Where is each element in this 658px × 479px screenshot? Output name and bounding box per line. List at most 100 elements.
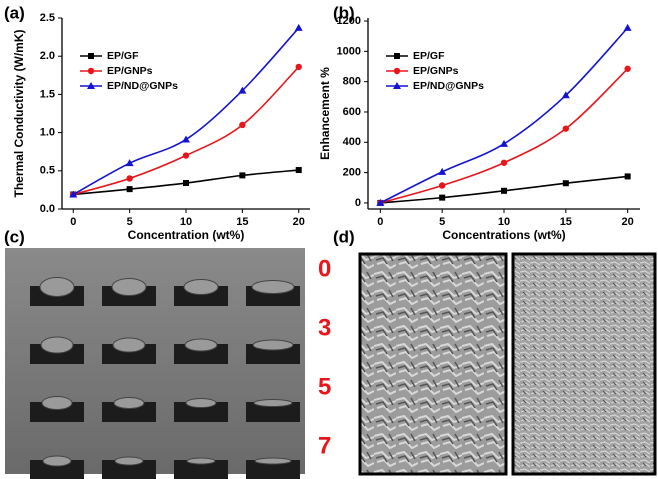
x-tick-label: 10 <box>498 216 510 228</box>
legend-label: EP/ND@GNPs <box>107 80 178 92</box>
y-tick-label: 1000 <box>337 45 361 57</box>
legend-label: EP/GNPs <box>107 65 153 77</box>
marker <box>439 194 446 201</box>
marker <box>238 86 247 94</box>
legend-label: EP/ND@GNPs <box>413 80 484 92</box>
marker <box>376 198 385 206</box>
marker <box>624 65 631 72</box>
marker <box>239 121 246 129</box>
y-tick-label: 1200 <box>337 15 361 27</box>
y-tick-label: 0 <box>355 197 361 209</box>
legend-marker <box>88 53 94 59</box>
marker <box>500 159 508 166</box>
substrate-block <box>174 460 228 479</box>
droplet <box>186 457 216 465</box>
marker <box>501 187 507 194</box>
marker <box>295 63 302 71</box>
panel-label: (d) <box>333 227 355 246</box>
substrate-block <box>246 402 300 422</box>
droplet <box>183 279 219 295</box>
marker <box>295 167 302 174</box>
x-axis-label: Concentration (wt%) <box>128 228 245 242</box>
marker <box>562 180 569 187</box>
x-tick-label: 20 <box>293 216 305 228</box>
x-tick-label: 0 <box>377 216 383 228</box>
y-tick-label: 600 <box>343 106 361 118</box>
substrate-block <box>102 460 156 479</box>
marker <box>126 186 133 193</box>
substrate-block <box>174 402 228 422</box>
series-line <box>73 66 300 196</box>
droplet <box>251 280 295 294</box>
legend-marker <box>394 53 400 59</box>
droplet <box>111 278 147 296</box>
legend-marker <box>87 82 95 89</box>
marker <box>438 167 447 175</box>
sem-images <box>358 252 657 476</box>
panel-label: (b) <box>333 3 355 22</box>
row-label: 3 <box>318 314 331 341</box>
marker <box>294 23 303 31</box>
y-axis-label: Thermal Conductivity (W/mK) <box>12 29 26 197</box>
row-label: 5 <box>318 373 331 400</box>
marker <box>239 172 246 179</box>
marker <box>500 139 508 147</box>
row-label: 0 <box>318 255 331 282</box>
x-tick-label: 20 <box>622 216 634 228</box>
marker <box>126 175 133 182</box>
legend-label: EP/GF <box>413 50 445 62</box>
x-tick-label: 5 <box>439 216 445 228</box>
x-axis-label: Concentrations (wt%) <box>442 228 565 242</box>
x-tick-label: 0 <box>70 216 76 228</box>
droplet <box>253 399 293 407</box>
droplet <box>184 338 218 352</box>
marker <box>125 159 134 167</box>
droplet <box>39 277 75 297</box>
y-tick-label: 1.5 <box>40 88 55 100</box>
droplet <box>185 398 217 408</box>
legend-label: EP/GF <box>107 50 139 62</box>
sem-image <box>358 252 508 476</box>
y-tick-label: 400 <box>343 136 361 148</box>
x-tick-label: 10 <box>180 216 192 228</box>
y-tick-label: 200 <box>343 167 361 179</box>
legend-label: EP/GNPs <box>413 65 459 77</box>
legend-marker <box>393 82 401 89</box>
droplet <box>40 336 74 354</box>
droplet-photo <box>5 248 305 479</box>
droplet <box>254 457 292 465</box>
y-tick-label: 800 <box>343 76 361 88</box>
substrate-block <box>30 402 84 422</box>
droplet <box>112 337 146 353</box>
x-tick-label: 15 <box>560 216 572 228</box>
marker <box>562 125 570 132</box>
marker <box>182 152 190 159</box>
y-axis-label: Enhancement % <box>318 67 332 160</box>
y-tick-label: 0.5 <box>40 165 55 177</box>
legend-marker <box>393 67 401 75</box>
droplet <box>41 396 73 410</box>
panel-label: (a) <box>4 3 25 22</box>
sem-image <box>511 252 657 476</box>
row-label: 7 <box>318 432 331 459</box>
marker <box>623 23 632 31</box>
droplet <box>114 456 144 466</box>
panel-label: (c) <box>4 227 25 246</box>
droplet <box>113 397 145 409</box>
x-tick-label: 15 <box>236 216 248 228</box>
droplet <box>42 455 72 467</box>
y-tick-label: 0.0 <box>40 203 55 215</box>
marker <box>561 91 570 99</box>
marker <box>69 190 78 198</box>
y-tick-label: 2.0 <box>40 50 55 62</box>
substrate-block <box>174 344 228 364</box>
y-tick-label: 2.5 <box>40 12 55 24</box>
marker <box>438 182 446 189</box>
substrate-block <box>30 460 84 479</box>
substrate-block <box>246 460 300 479</box>
legend-marker <box>87 67 95 75</box>
y-tick-label: 1.0 <box>40 127 55 139</box>
marker <box>183 180 189 187</box>
droplet <box>252 339 294 351</box>
